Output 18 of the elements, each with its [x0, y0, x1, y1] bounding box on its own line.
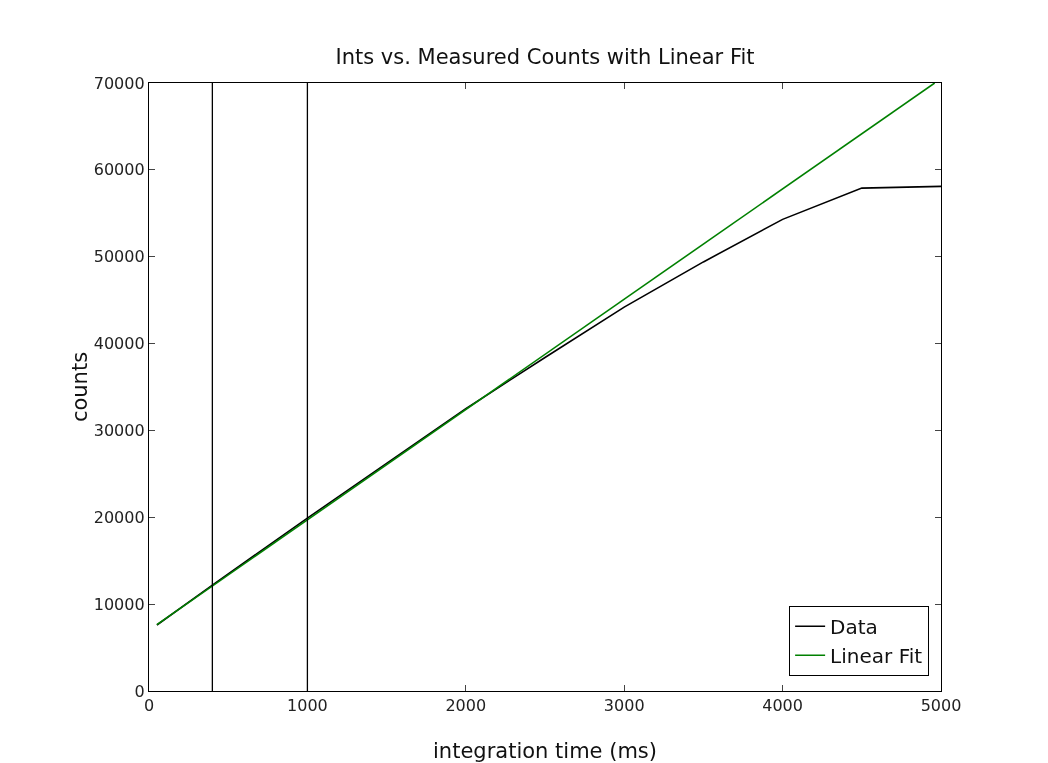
x-tick-label: 5000	[920, 696, 962, 716]
y-tick-label: 20000	[93, 507, 145, 527]
y-axis-title: counts	[67, 351, 92, 423]
x-tick-label: 3000	[603, 696, 645, 716]
x-tick-label: 2000	[445, 696, 487, 716]
y-tick-label: 70000	[93, 73, 145, 93]
y-tick-label: 40000	[93, 334, 145, 354]
y-tick-label: 10000	[93, 594, 145, 614]
x-tick-label: 1000	[287, 696, 328, 716]
legend-label: Linear Fit	[830, 644, 923, 669]
legend-label: Data	[830, 615, 878, 640]
y-tick-label: 30000	[93, 421, 145, 441]
chart-title: Ints vs. Measured Counts with Linear Fit	[335, 45, 755, 69]
y-tick-label: 50000	[93, 247, 145, 267]
x-tick-label: 4000	[762, 696, 803, 716]
y-tick-label: 0	[134, 681, 145, 701]
y-tick-label: 60000	[93, 160, 145, 180]
x-axis-title: integration time (ms)	[433, 739, 657, 763]
